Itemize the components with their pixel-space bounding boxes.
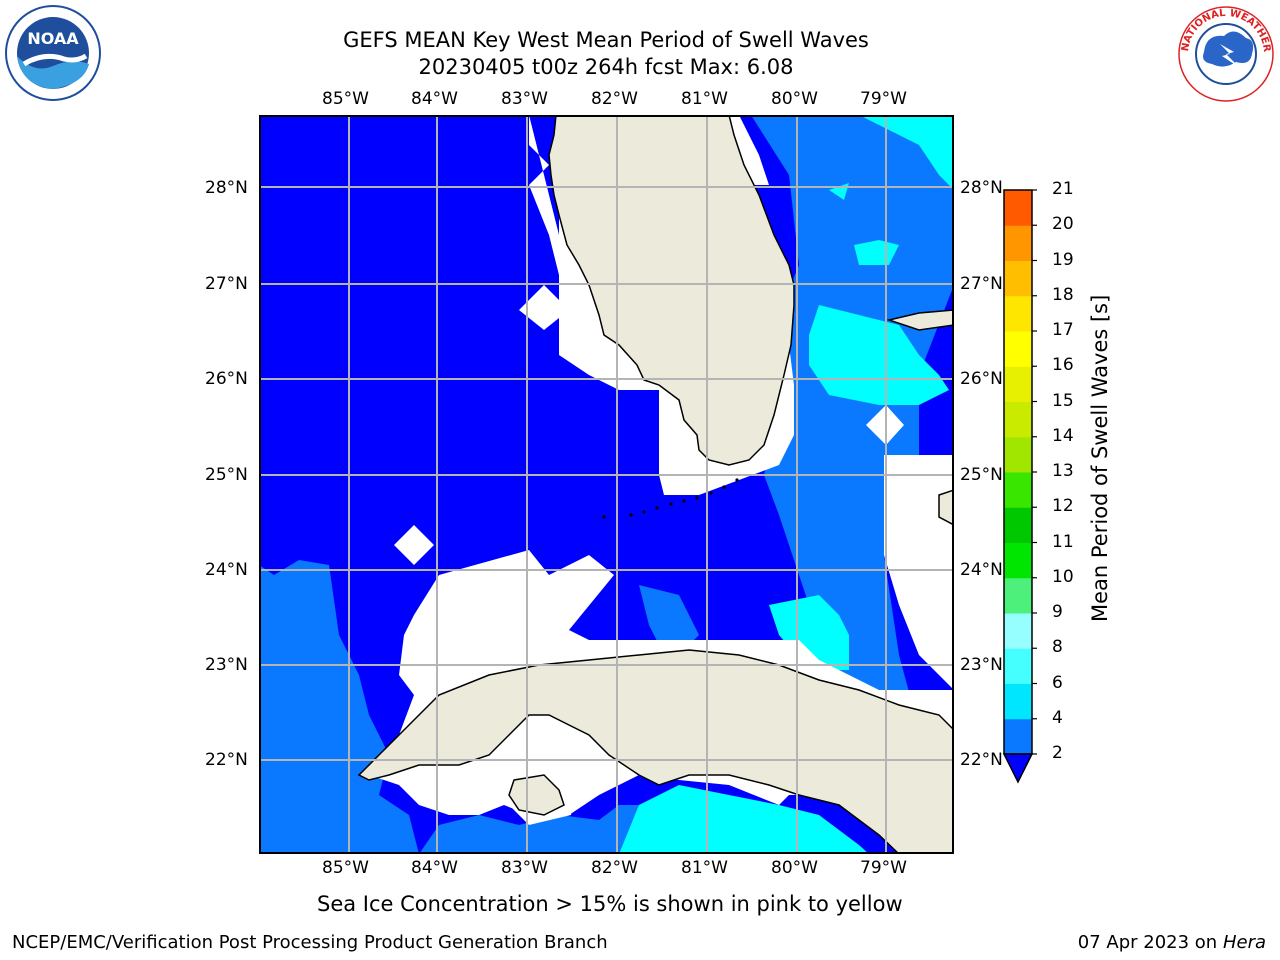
gridlines bbox=[259, 115, 954, 854]
map-frame bbox=[259, 115, 954, 854]
colorbar-tick-label: 17 bbox=[1052, 320, 1074, 340]
colorbar-segment bbox=[1004, 507, 1032, 543]
lat-label-right-26n: 26°N bbox=[960, 369, 1003, 389]
colorbar-tick-label: 19 bbox=[1052, 249, 1074, 270]
lon-label-bottom-85w: 85°W bbox=[322, 858, 369, 878]
lon-label-bottom-83w: 83°W bbox=[501, 858, 548, 878]
lon-label-top-85w: 85°W bbox=[322, 89, 369, 109]
colorbar-tick-label: 4 bbox=[1052, 707, 1063, 728]
isla-de-la-juventud bbox=[508, 774, 565, 816]
lat-label-right-28n: 28°N bbox=[960, 178, 1003, 198]
colorbar-tick-label: 15 bbox=[1052, 390, 1074, 411]
lon-label-top-82w: 82°W bbox=[591, 89, 638, 109]
footer-host: Hera bbox=[1222, 932, 1266, 953]
lon-label-bottom-79w: 79°W bbox=[860, 858, 907, 878]
colorbar-title: Mean Period of Swell Waves [s] bbox=[1088, 294, 1112, 622]
lat-label-right-24n: 24°N bbox=[960, 560, 1003, 580]
colorbar-extend-arrow bbox=[1002, 753, 1034, 784]
lon-label-top-84w: 84°W bbox=[411, 89, 458, 109]
lat-label-left-24n: 24°N bbox=[205, 560, 248, 580]
colorbar bbox=[1000, 186, 1040, 786]
map-title: GEFS MEAN Key West Mean Period of Swell … bbox=[343, 28, 869, 52]
lon-label-top-79w: 79°W bbox=[860, 89, 907, 109]
lat-label-left-22n: 22°N bbox=[205, 750, 248, 770]
florida-peninsula bbox=[548, 114, 795, 466]
lat-label-left-26n: 26°N bbox=[205, 369, 248, 389]
lat-label-right-27n: 27°N bbox=[960, 274, 1003, 294]
colorbar-segment bbox=[1004, 613, 1032, 649]
colorbar-tick-label: 9 bbox=[1052, 602, 1063, 622]
lon-label-top-81w: 81°W bbox=[681, 89, 728, 109]
lon-label-bottom-84w: 84°W bbox=[411, 858, 458, 878]
colorbar-tick-label: 2 bbox=[1052, 743, 1063, 763]
colorbar-segment bbox=[1004, 436, 1032, 473]
colorbar-segment bbox=[1004, 401, 1032, 438]
colorbar-tick-label: 12 bbox=[1052, 496, 1074, 517]
lat-label-right-23n: 23°N bbox=[960, 655, 1003, 675]
colorbar-segment bbox=[1004, 542, 1032, 579]
land-masses bbox=[357, 114, 955, 855]
colorbar-segment bbox=[1004, 683, 1032, 720]
sea-ice-caption: Sea Ice Concentration > 15% is shown in … bbox=[317, 892, 903, 916]
lon-label-bottom-81w: 81°W bbox=[681, 858, 728, 878]
lon-label-top-80w: 80°W bbox=[771, 89, 818, 109]
colorbar-tick-label: 8 bbox=[1052, 637, 1063, 658]
colorbar-segment bbox=[1004, 225, 1032, 261]
footer-date: 07 Apr 2023 on bbox=[1077, 932, 1223, 953]
colorbar-tick-label: 13 bbox=[1052, 461, 1074, 481]
noaa-logo: NOAA bbox=[4, 4, 102, 102]
colorbar-svg bbox=[1002, 189, 1037, 784]
colorbar-segment bbox=[1004, 648, 1032, 684]
colorbar-segment bbox=[1004, 295, 1032, 332]
lat-label-left-25n: 25°N bbox=[205, 465, 248, 485]
map-subtitle: 20230405 t00z 264h fcst Max: 6.08 bbox=[418, 55, 794, 79]
noaa-logo-text: NOAA bbox=[27, 29, 79, 48]
colorbar-segment bbox=[1004, 577, 1032, 614]
colorbar-tick-label: 21 bbox=[1052, 179, 1074, 199]
colorbar-segment bbox=[1004, 190, 1032, 226]
cuba bbox=[357, 649, 955, 855]
colorbar-segment bbox=[1004, 718, 1032, 755]
colorbar-segment bbox=[1004, 331, 1032, 367]
colorbar-segment bbox=[1004, 472, 1032, 508]
lat-label-right-22n: 22°N bbox=[960, 750, 1003, 770]
colorbar-tick-label: 10 bbox=[1052, 566, 1074, 587]
colorbar-tick-label: 16 bbox=[1052, 355, 1074, 376]
swell-period-map bbox=[259, 114, 955, 855]
lat-label-left-23n: 23°N bbox=[205, 655, 248, 675]
florida-keys bbox=[602, 478, 739, 519]
footer-right: 07 Apr 2023 on Hera bbox=[1078, 932, 1266, 954]
colorbar-tick-label: 11 bbox=[1052, 531, 1074, 552]
colorbar-segment bbox=[1004, 260, 1032, 297]
footer-left: NCEP/EMC/Verification Post Processing Pr… bbox=[12, 932, 608, 953]
lat-label-left-27n: 27°N bbox=[205, 274, 248, 294]
colorbar-tick-label: 6 bbox=[1052, 672, 1063, 693]
map-panel bbox=[259, 114, 955, 855]
lon-label-bottom-82w: 82°W bbox=[591, 858, 638, 878]
colorbar-tick-label: 18 bbox=[1052, 284, 1074, 305]
lon-label-top-83w: 83°W bbox=[501, 89, 548, 109]
lon-label-bottom-80w: 80°W bbox=[771, 858, 818, 878]
nws-logo: NATIONAL WEATHER SERVICE bbox=[1172, 0, 1276, 104]
colorbar-tick-label: 14 bbox=[1052, 425, 1074, 446]
period-band-4-6 bbox=[259, 115, 954, 854]
lat-label-left-28n: 28°N bbox=[205, 178, 248, 198]
colorbar-tick-label: 20 bbox=[1052, 214, 1074, 235]
colorbar-segment bbox=[1004, 366, 1032, 402]
lat-label-right-25n: 25°N bbox=[960, 465, 1003, 485]
